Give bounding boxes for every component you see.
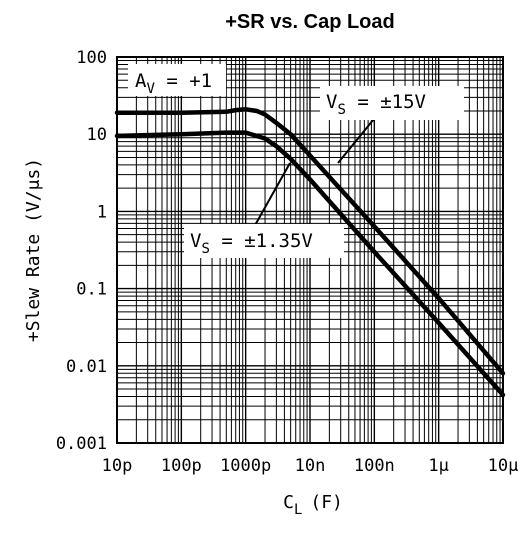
leader-line-1v35: [253, 162, 291, 228]
y-axis-label: +Slew Rate (V/μs): [23, 158, 44, 342]
x-tick-labels: 10p 100p 1000p 10n 100n 1μ 10μ: [102, 456, 519, 476]
x-tick-label: 100p: [161, 456, 202, 476]
series-line-2: [114, 130, 506, 398]
y-tick-label: 0.01: [66, 357, 107, 377]
annotation-vs-1v35: VS = ±1.35V: [184, 224, 344, 258]
x-axis-label-sub: L: [294, 502, 302, 518]
x-tick-label: 1000p: [220, 456, 271, 476]
svg-text:AV = +1: AV = +1: [135, 70, 212, 97]
y-tick-label: 0.001: [56, 434, 107, 454]
series-lines: [114, 107, 506, 398]
svg-text:VS = ±1.35V: VS = ±1.35V: [190, 230, 313, 257]
annotation-vs-15v: VS = ±15V: [320, 86, 464, 120]
plot-frame: [116, 56, 504, 444]
annotation-vs-1v35-box: [184, 224, 344, 258]
y-tick-label: 10: [87, 125, 107, 145]
annotation-vs-1v35-main: V: [190, 230, 201, 252]
x-tick-label: 1μ: [428, 456, 448, 476]
x-axis-label-main: C: [283, 492, 294, 513]
annotation-gain-box: [128, 64, 226, 96]
annotation-vs-15v-sub: S: [337, 102, 345, 118]
annotation-vs-15v-box: [320, 86, 464, 120]
annotation-vs-15v-main: V: [326, 91, 337, 113]
y-tick-label: 1: [97, 202, 107, 222]
series-line-1: [114, 107, 506, 376]
x-axis-label-unit: (F): [310, 492, 343, 513]
annotation-vs-15v-rest: = ±15V: [346, 91, 426, 113]
annotation-gain: AV = +1: [128, 64, 226, 97]
x-tick-label: 100n: [354, 456, 395, 476]
y-tick-label: 100: [76, 48, 107, 68]
x-tick-label: 10n: [295, 456, 326, 476]
annotation-vs-1v35-rest: = ±1.35V: [210, 230, 313, 252]
x-tick-label: 10μ: [488, 456, 519, 476]
annotation-gain-main: A: [135, 70, 147, 92]
leader-line-15v: [337, 113, 379, 164]
annotation-gain-rest: = +1: [155, 70, 212, 92]
annotation-gain-sub: V: [146, 81, 155, 97]
svg-text:VS = ±15V: VS = ±15V: [326, 91, 426, 118]
x-axis-label: CL (F): [283, 492, 343, 518]
chart-title: +SR vs. Cap Load: [225, 11, 395, 33]
annotation-vs-1v35-sub: S: [201, 241, 209, 257]
y-tick-labels: 100 10 1 0.1 0.01 0.001: [56, 48, 107, 454]
x-tick-label: 10p: [102, 456, 133, 476]
y-tick-label: 0.1: [76, 280, 107, 300]
